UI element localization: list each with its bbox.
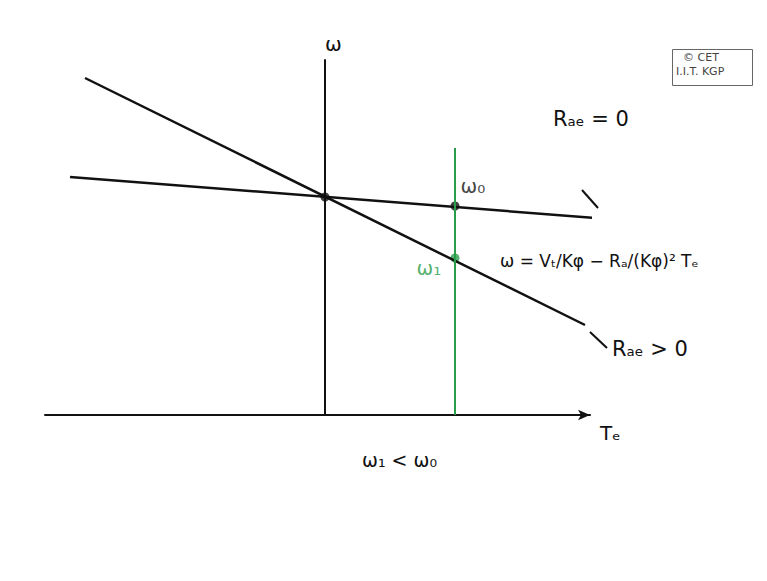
svg-text:Rₐₑ = 0: Rₐₑ = 0: [553, 107, 629, 131]
svg-text:Rₐₑ > 0: Rₐₑ > 0: [612, 337, 688, 361]
svg-text:ω = Vₜ/Kφ − Rₐ/(Kφ)² Tₑ: ω = Vₜ/Kφ − Rₐ/(Kφ)² Tₑ: [500, 251, 699, 271]
svg-text:Tₑ: Tₑ: [599, 421, 621, 445]
svg-text:© CET: © CET: [683, 51, 719, 64]
svg-text:ω₁ < ω₀: ω₁ < ω₀: [362, 449, 437, 471]
svg-text:ω₀: ω₀: [461, 174, 486, 198]
svg-text:ω₁: ω₁: [417, 256, 442, 280]
svg-text:I.I.T. KGP: I.I.T. KGP: [676, 65, 725, 78]
svg-text:ω: ω: [325, 32, 342, 56]
